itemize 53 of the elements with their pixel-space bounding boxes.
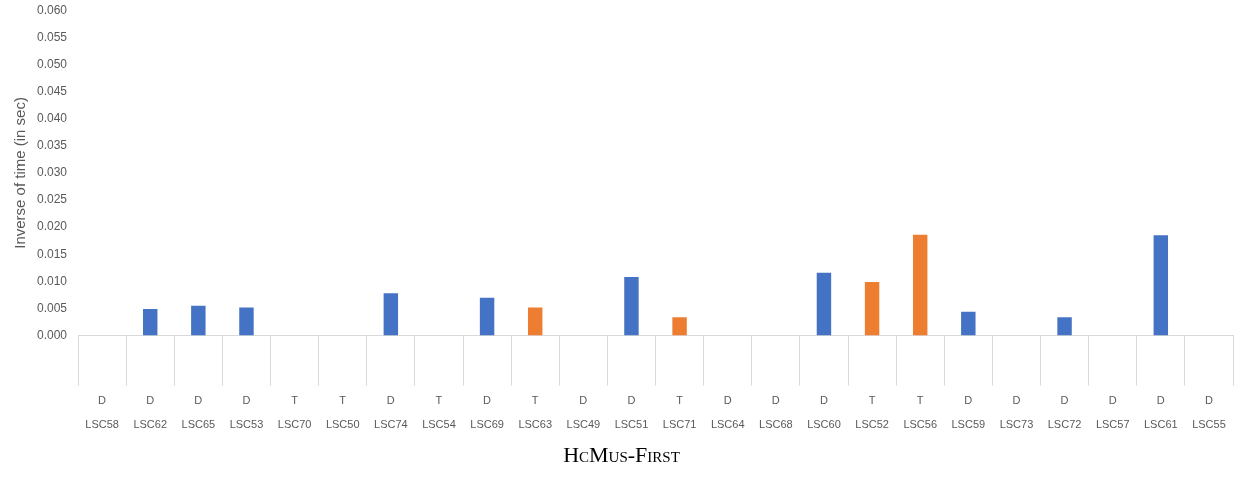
x-tick-label: D LSC73 — [999, 393, 1034, 430]
y-tick-label: 0.030 — [37, 165, 68, 180]
y-tick-label: 0.050 — [37, 56, 68, 71]
x-tick-label: T LSC71 — [662, 393, 697, 430]
y-tick-label: 0.025 — [37, 192, 68, 207]
bar — [912, 234, 928, 336]
y-tick-label: 0.045 — [37, 83, 68, 98]
x-tick-label: D LSC61 — [1143, 393, 1178, 430]
x-tick-label: D LSC65 — [181, 393, 216, 430]
y-axis-title: Inverse of time (in sec) — [11, 97, 29, 249]
bar — [143, 309, 158, 336]
y-tick-label: 0.040 — [37, 110, 68, 125]
x-tick-label: T LSC54 — [422, 393, 456, 430]
x-tick-label: D LSC51 — [614, 393, 649, 430]
x-tick-label: D LSC53 — [229, 393, 264, 430]
x-tick-label: D LSC74 — [374, 393, 408, 430]
bar — [624, 277, 639, 336]
y-tick-label: 0.035 — [37, 138, 68, 153]
x-tick-label: D LSC55 — [1192, 393, 1226, 430]
bar — [672, 317, 687, 336]
y-tick-label: 0.000 — [37, 327, 68, 342]
bar — [191, 305, 206, 336]
x-tick-label: T LSC52 — [855, 393, 889, 430]
x-tick-label: T LSC50 — [325, 393, 360, 430]
bar — [1153, 235, 1169, 336]
x-tick-label: D LSC57 — [1095, 393, 1130, 430]
x-tick-label: D LSC59 — [951, 393, 986, 430]
x-tick-label: D LSC62 — [133, 393, 168, 430]
x-tick-label: D LSC60 — [807, 393, 841, 430]
bar — [816, 272, 832, 336]
y-tick-label: 0.010 — [37, 273, 68, 288]
x-tick-label: T LSC56 — [903, 393, 938, 430]
y-tick-label: 0.060 — [37, 2, 68, 17]
y-tick-label: 0.015 — [37, 246, 68, 261]
bar — [239, 307, 254, 336]
y-tick-label: 0.005 — [37, 300, 68, 315]
bar — [527, 307, 543, 336]
x-tick-label: D LSC64 — [710, 393, 745, 430]
x-tick-label: T LSC70 — [277, 393, 312, 430]
bar — [961, 311, 976, 336]
x-tick-label: D LSC58 — [85, 393, 119, 430]
bar — [383, 293, 399, 336]
bar — [479, 297, 495, 336]
bar — [1057, 317, 1072, 336]
y-tick-label: 0.020 — [37, 219, 68, 234]
x-tick-label: D LSC49 — [566, 393, 601, 430]
x-tick-label: D LSC69 — [470, 393, 504, 430]
x-axis-title: HcMus-First — [562, 442, 681, 468]
x-tick-label: D LSC72 — [1047, 393, 1082, 430]
x-tick-label: T LSC63 — [518, 393, 553, 430]
y-tick-label: 0.055 — [37, 29, 68, 44]
x-tick-label: D LSC68 — [759, 393, 793, 430]
bar — [864, 281, 880, 336]
